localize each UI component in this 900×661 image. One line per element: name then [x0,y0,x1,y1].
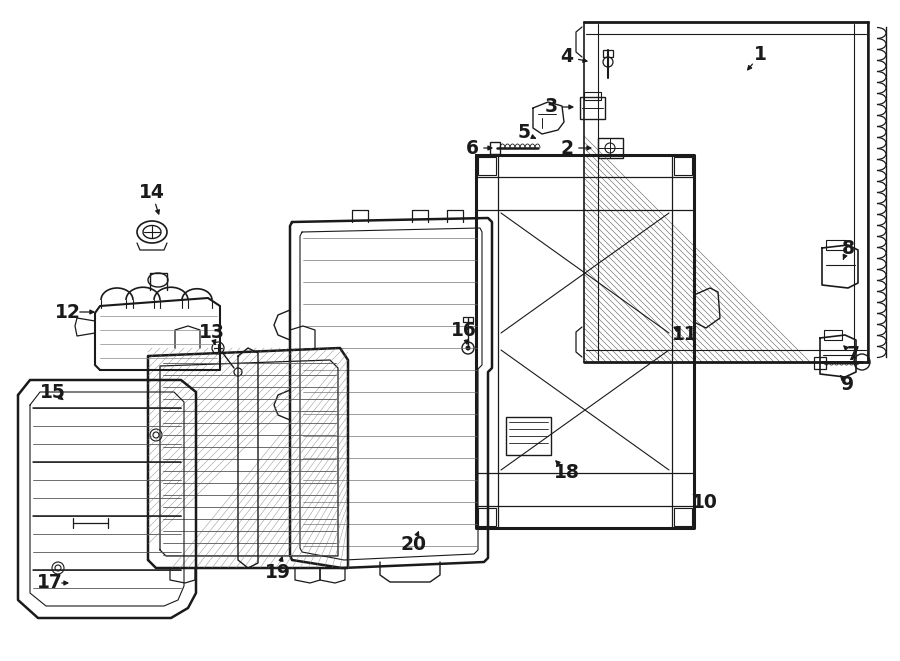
Bar [824,330,842,340]
Bar [478,508,496,526]
Text: 9: 9 [842,375,855,395]
Bar [584,92,601,100]
Bar [478,157,496,175]
Bar [490,142,500,154]
Bar [814,357,826,369]
Bar [506,417,551,455]
Text: 11: 11 [672,325,698,344]
Text: 14: 14 [140,184,165,202]
Bar [598,138,623,158]
Circle shape [462,342,474,354]
Text: 3: 3 [544,98,558,116]
Text: 5: 5 [518,124,530,143]
Text: 1: 1 [753,46,767,65]
Text: 17: 17 [37,574,63,592]
Bar [580,97,605,119]
Text: 7: 7 [847,346,860,364]
Text: 16: 16 [451,321,477,340]
Text: 2: 2 [561,139,573,157]
Text: 6: 6 [465,139,479,157]
Text: 13: 13 [199,323,225,342]
Text: 18: 18 [554,463,580,481]
Text: 4: 4 [561,48,573,67]
Text: 8: 8 [842,239,854,258]
Text: 12: 12 [55,303,81,321]
Bar [674,508,692,526]
Text: 20: 20 [400,535,426,555]
Text: 10: 10 [692,494,718,512]
Bar [826,240,846,250]
Text: 15: 15 [40,383,66,401]
Bar [674,157,692,175]
Text: 19: 19 [265,563,291,582]
Circle shape [465,346,471,350]
Bar [463,317,473,322]
Bar [603,50,613,57]
